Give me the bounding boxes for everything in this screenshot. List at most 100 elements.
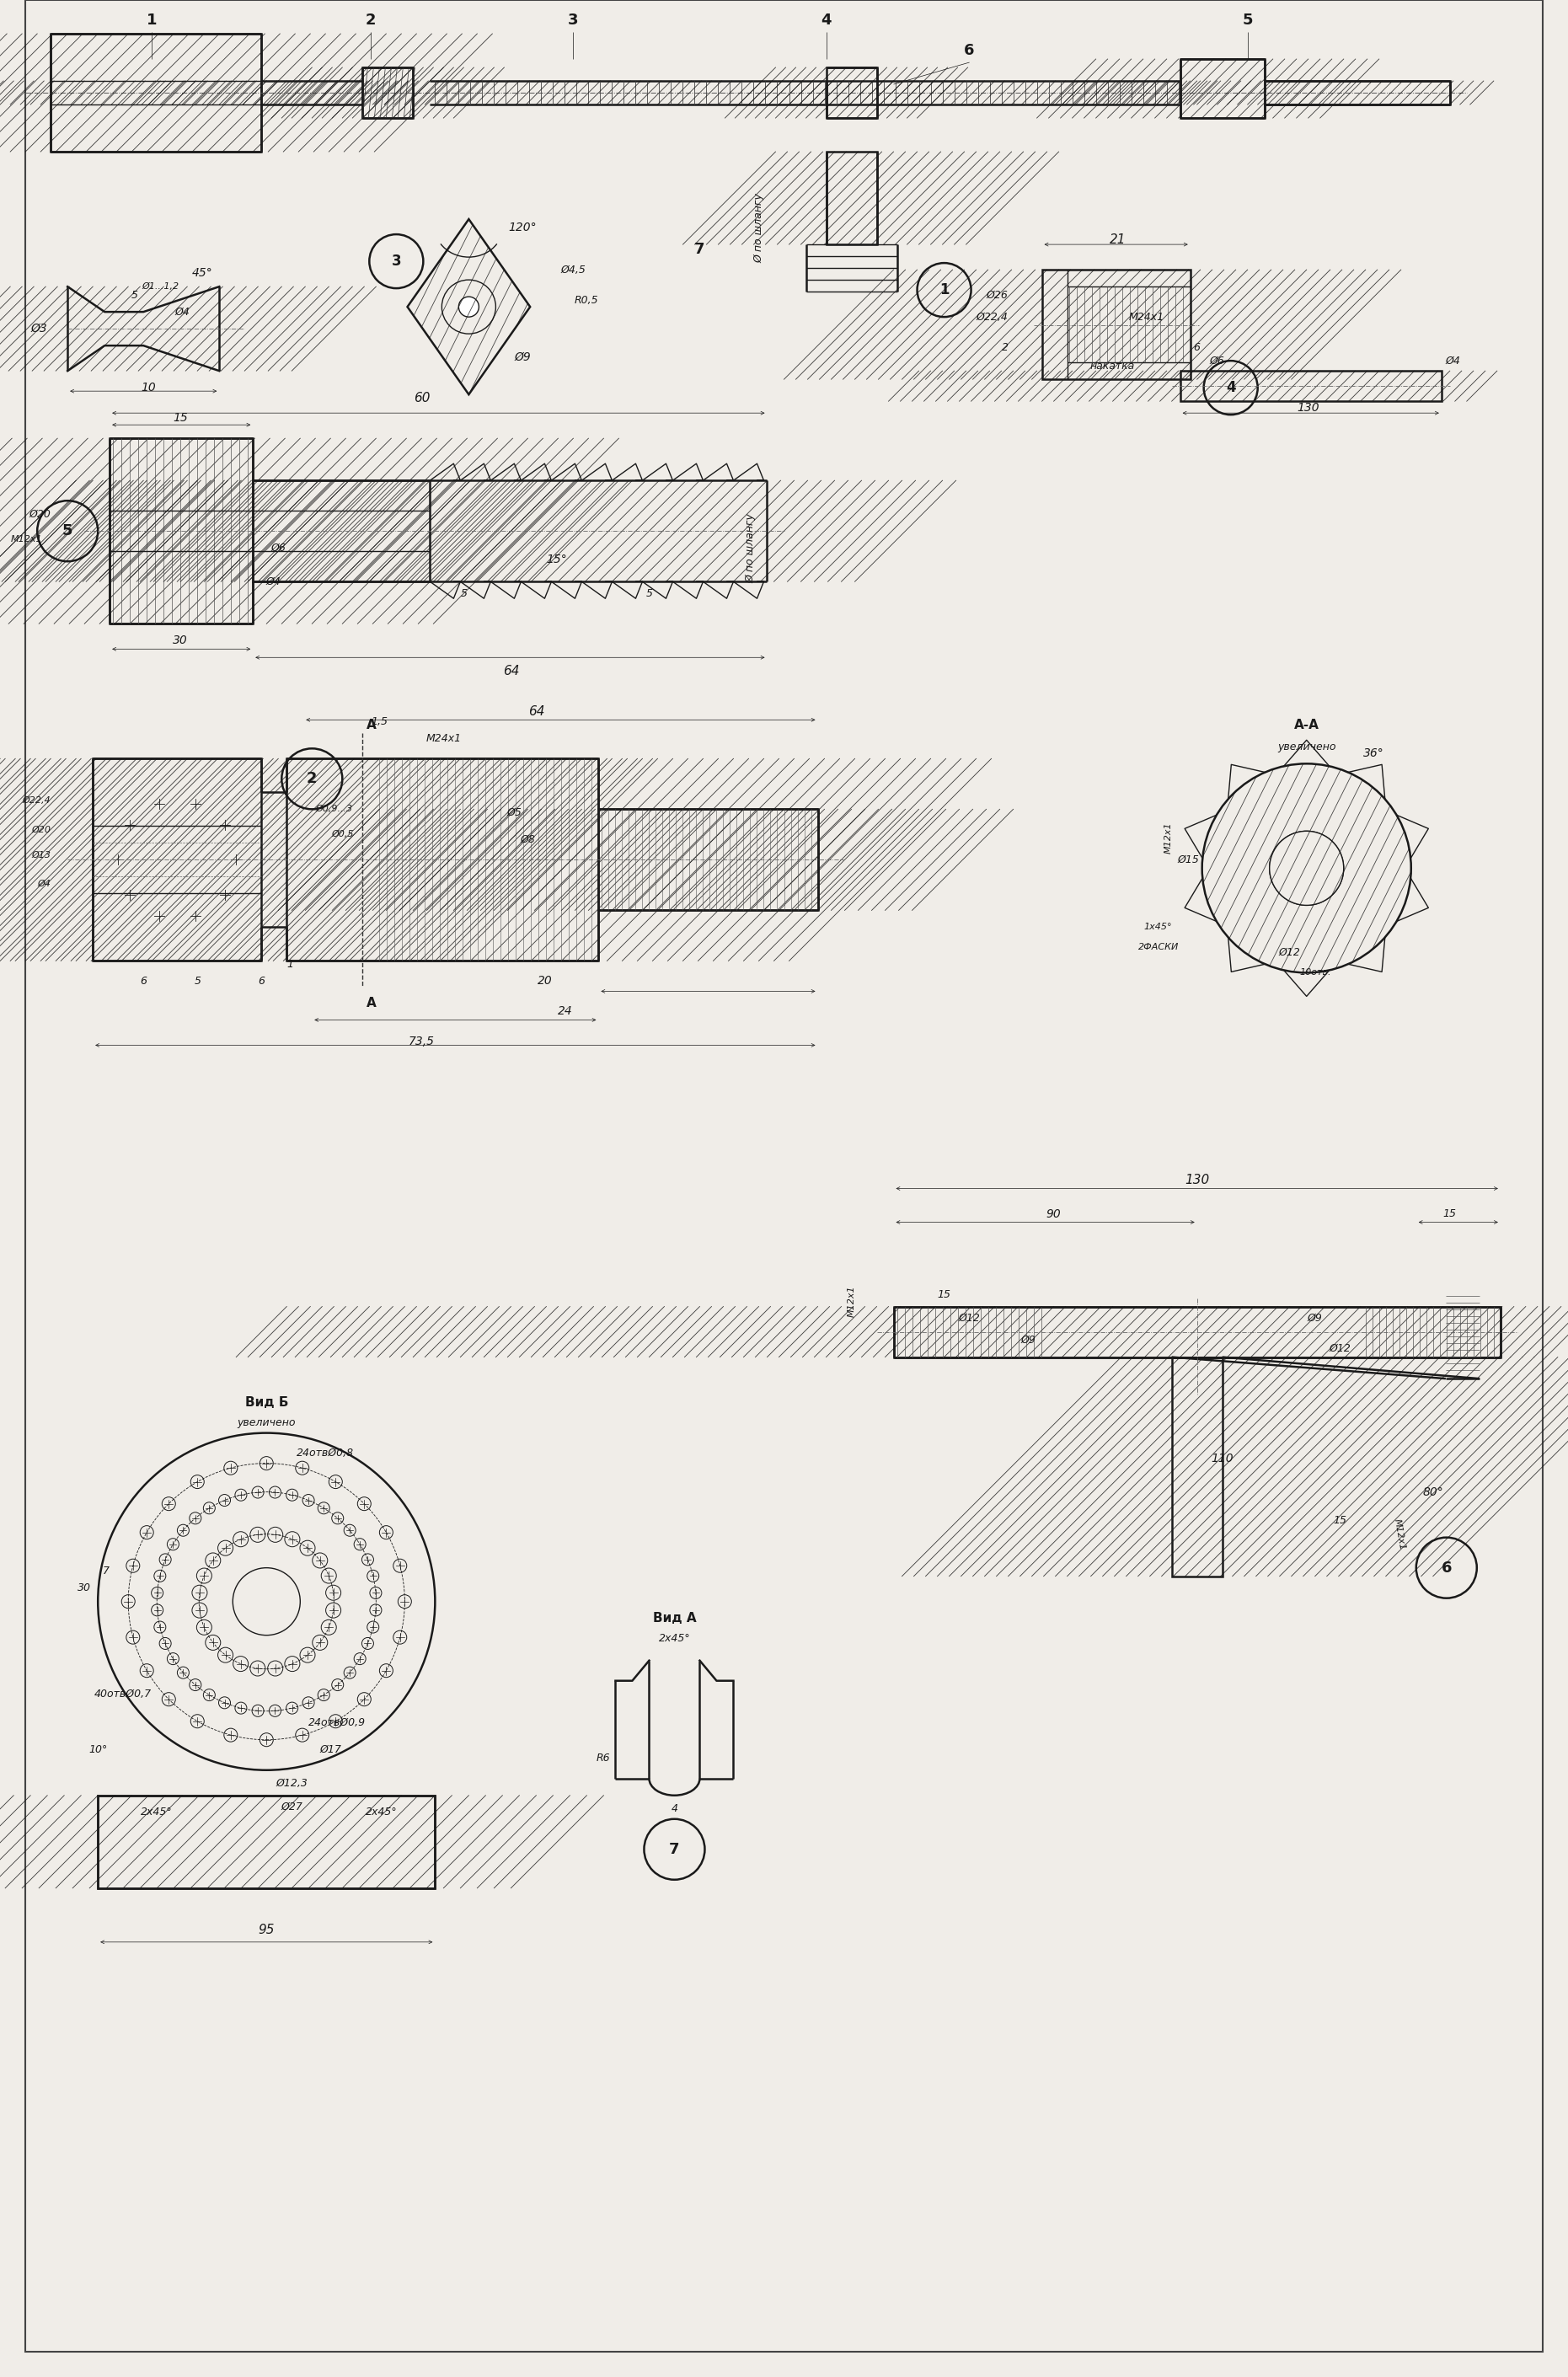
Text: 5: 5 (461, 587, 467, 599)
Text: A: A (365, 718, 376, 732)
Text: M24x1: M24x1 (426, 732, 461, 744)
Text: Ø5: Ø5 (506, 808, 522, 818)
Text: 2x45°: 2x45° (141, 1807, 172, 1818)
Text: Ø12: Ø12 (1330, 1343, 1352, 1355)
Text: 2ФАСКИ: 2ФАСКИ (1138, 944, 1179, 951)
Text: Ø4: Ø4 (1446, 354, 1461, 366)
Text: 90: 90 (1046, 1208, 1062, 1219)
Text: накатка: накатка (1090, 361, 1135, 371)
Text: Ø0,5: Ø0,5 (331, 830, 353, 839)
Text: Ø20: Ø20 (31, 825, 50, 834)
Text: 7: 7 (695, 242, 706, 257)
Text: 60: 60 (414, 392, 430, 404)
Text: 15: 15 (1333, 1514, 1347, 1526)
Text: 24отвØ0,8: 24отвØ0,8 (296, 1448, 354, 1459)
Text: 15: 15 (172, 411, 188, 423)
Bar (110, 437, 252, 623)
Text: 2: 2 (365, 12, 376, 29)
Text: 24: 24 (557, 1005, 572, 1017)
Text: Ø6: Ø6 (1209, 354, 1225, 366)
Bar (826, 152, 877, 245)
Text: Ø по шлангу: Ø по шлангу (745, 513, 756, 582)
Text: Ø8: Ø8 (521, 834, 535, 844)
Text: Ø12: Ø12 (958, 1312, 980, 1324)
Text: 40отвØ0,7: 40отвØ0,7 (94, 1688, 152, 1700)
Text: Ø17: Ø17 (320, 1745, 342, 1754)
Text: 110: 110 (1210, 1452, 1234, 1464)
Bar (1181, 59, 1264, 119)
Text: 6: 6 (964, 43, 975, 57)
Text: Ø6: Ø6 (271, 542, 285, 554)
Text: 2x45°: 2x45° (659, 1633, 690, 1645)
Text: 10: 10 (141, 383, 155, 395)
Text: 1: 1 (939, 283, 949, 297)
Text: 36°: 36° (1364, 749, 1385, 761)
Text: 6: 6 (1441, 1559, 1452, 1576)
Text: Ø20: Ø20 (28, 509, 50, 521)
Bar (599, 808, 818, 910)
Text: 20: 20 (538, 975, 552, 986)
Text: Ø27: Ø27 (281, 1802, 303, 1814)
Circle shape (1270, 832, 1344, 906)
Text: 95: 95 (259, 1923, 274, 1937)
Text: A: A (365, 996, 376, 1010)
Text: R0,5: R0,5 (575, 295, 599, 307)
Text: Ø12,3: Ø12,3 (276, 1778, 307, 1790)
Text: Ø4,5: Ø4,5 (561, 264, 586, 276)
Text: 15: 15 (1443, 1208, 1457, 1219)
Text: увеличено: увеличено (1278, 742, 1336, 751)
Text: Ø22,4: Ø22,4 (22, 796, 50, 806)
Text: 4: 4 (671, 1804, 677, 1814)
Bar (97, 1795, 434, 1887)
Text: 5: 5 (132, 290, 138, 300)
Bar (1041, 269, 1190, 380)
Text: Вид Б: Вид Б (245, 1395, 289, 1410)
Text: 130: 130 (1297, 402, 1320, 414)
Text: 1: 1 (287, 958, 293, 970)
Text: Ø1...1,2: Ø1...1,2 (141, 283, 179, 290)
Bar (362, 67, 412, 119)
Text: Ø3: Ø3 (31, 323, 47, 335)
Text: 5: 5 (646, 587, 652, 599)
Bar (93, 758, 262, 960)
Text: M24x1: M24x1 (1129, 311, 1163, 323)
Text: 10°: 10° (88, 1745, 107, 1754)
Text: 2x45°: 2x45° (365, 1807, 397, 1818)
Text: 1x45°: 1x45° (1145, 922, 1173, 932)
Bar (1171, 1357, 1223, 1576)
Text: Ø0,9...3: Ø0,9...3 (315, 806, 353, 813)
Text: M12x1: M12x1 (11, 535, 42, 544)
Text: 73,5: 73,5 (409, 1036, 434, 1048)
Text: 2: 2 (1002, 342, 1008, 352)
Bar (826, 67, 877, 119)
Text: 7: 7 (670, 1842, 679, 1856)
Text: 7: 7 (103, 1566, 110, 1576)
Bar (252, 480, 430, 582)
Bar (1181, 371, 1441, 402)
Text: Ø15: Ø15 (1178, 853, 1200, 865)
Text: R6: R6 (597, 1752, 610, 1764)
Text: Ø26: Ø26 (986, 290, 1008, 300)
Text: 24отвØ0,9: 24отвØ0,9 (309, 1719, 365, 1728)
Text: 5: 5 (1242, 12, 1253, 29)
Text: Ø4: Ø4 (265, 575, 281, 587)
Text: увеличено: увеличено (237, 1417, 296, 1429)
Text: 1: 1 (146, 12, 157, 29)
Bar (50, 33, 262, 152)
Text: Ø4: Ø4 (174, 307, 190, 319)
Text: M12x1: M12x1 (1163, 822, 1173, 853)
Bar (287, 758, 599, 960)
Text: 10отв.: 10отв. (1300, 967, 1331, 977)
Bar (894, 1307, 1501, 1357)
Text: 80°: 80° (1422, 1486, 1444, 1498)
Text: 45°: 45° (191, 266, 213, 278)
Text: 64: 64 (528, 706, 544, 718)
Text: Ø13: Ø13 (31, 851, 50, 858)
Bar (97, 1795, 434, 1887)
Text: 4: 4 (1226, 380, 1236, 395)
Text: 21: 21 (1110, 233, 1126, 245)
Text: 15°: 15° (546, 554, 568, 566)
Text: M12x1: M12x1 (1392, 1519, 1406, 1550)
Text: 120°: 120° (508, 221, 536, 233)
Text: Ø по шлангу: Ø по шлангу (753, 193, 764, 261)
